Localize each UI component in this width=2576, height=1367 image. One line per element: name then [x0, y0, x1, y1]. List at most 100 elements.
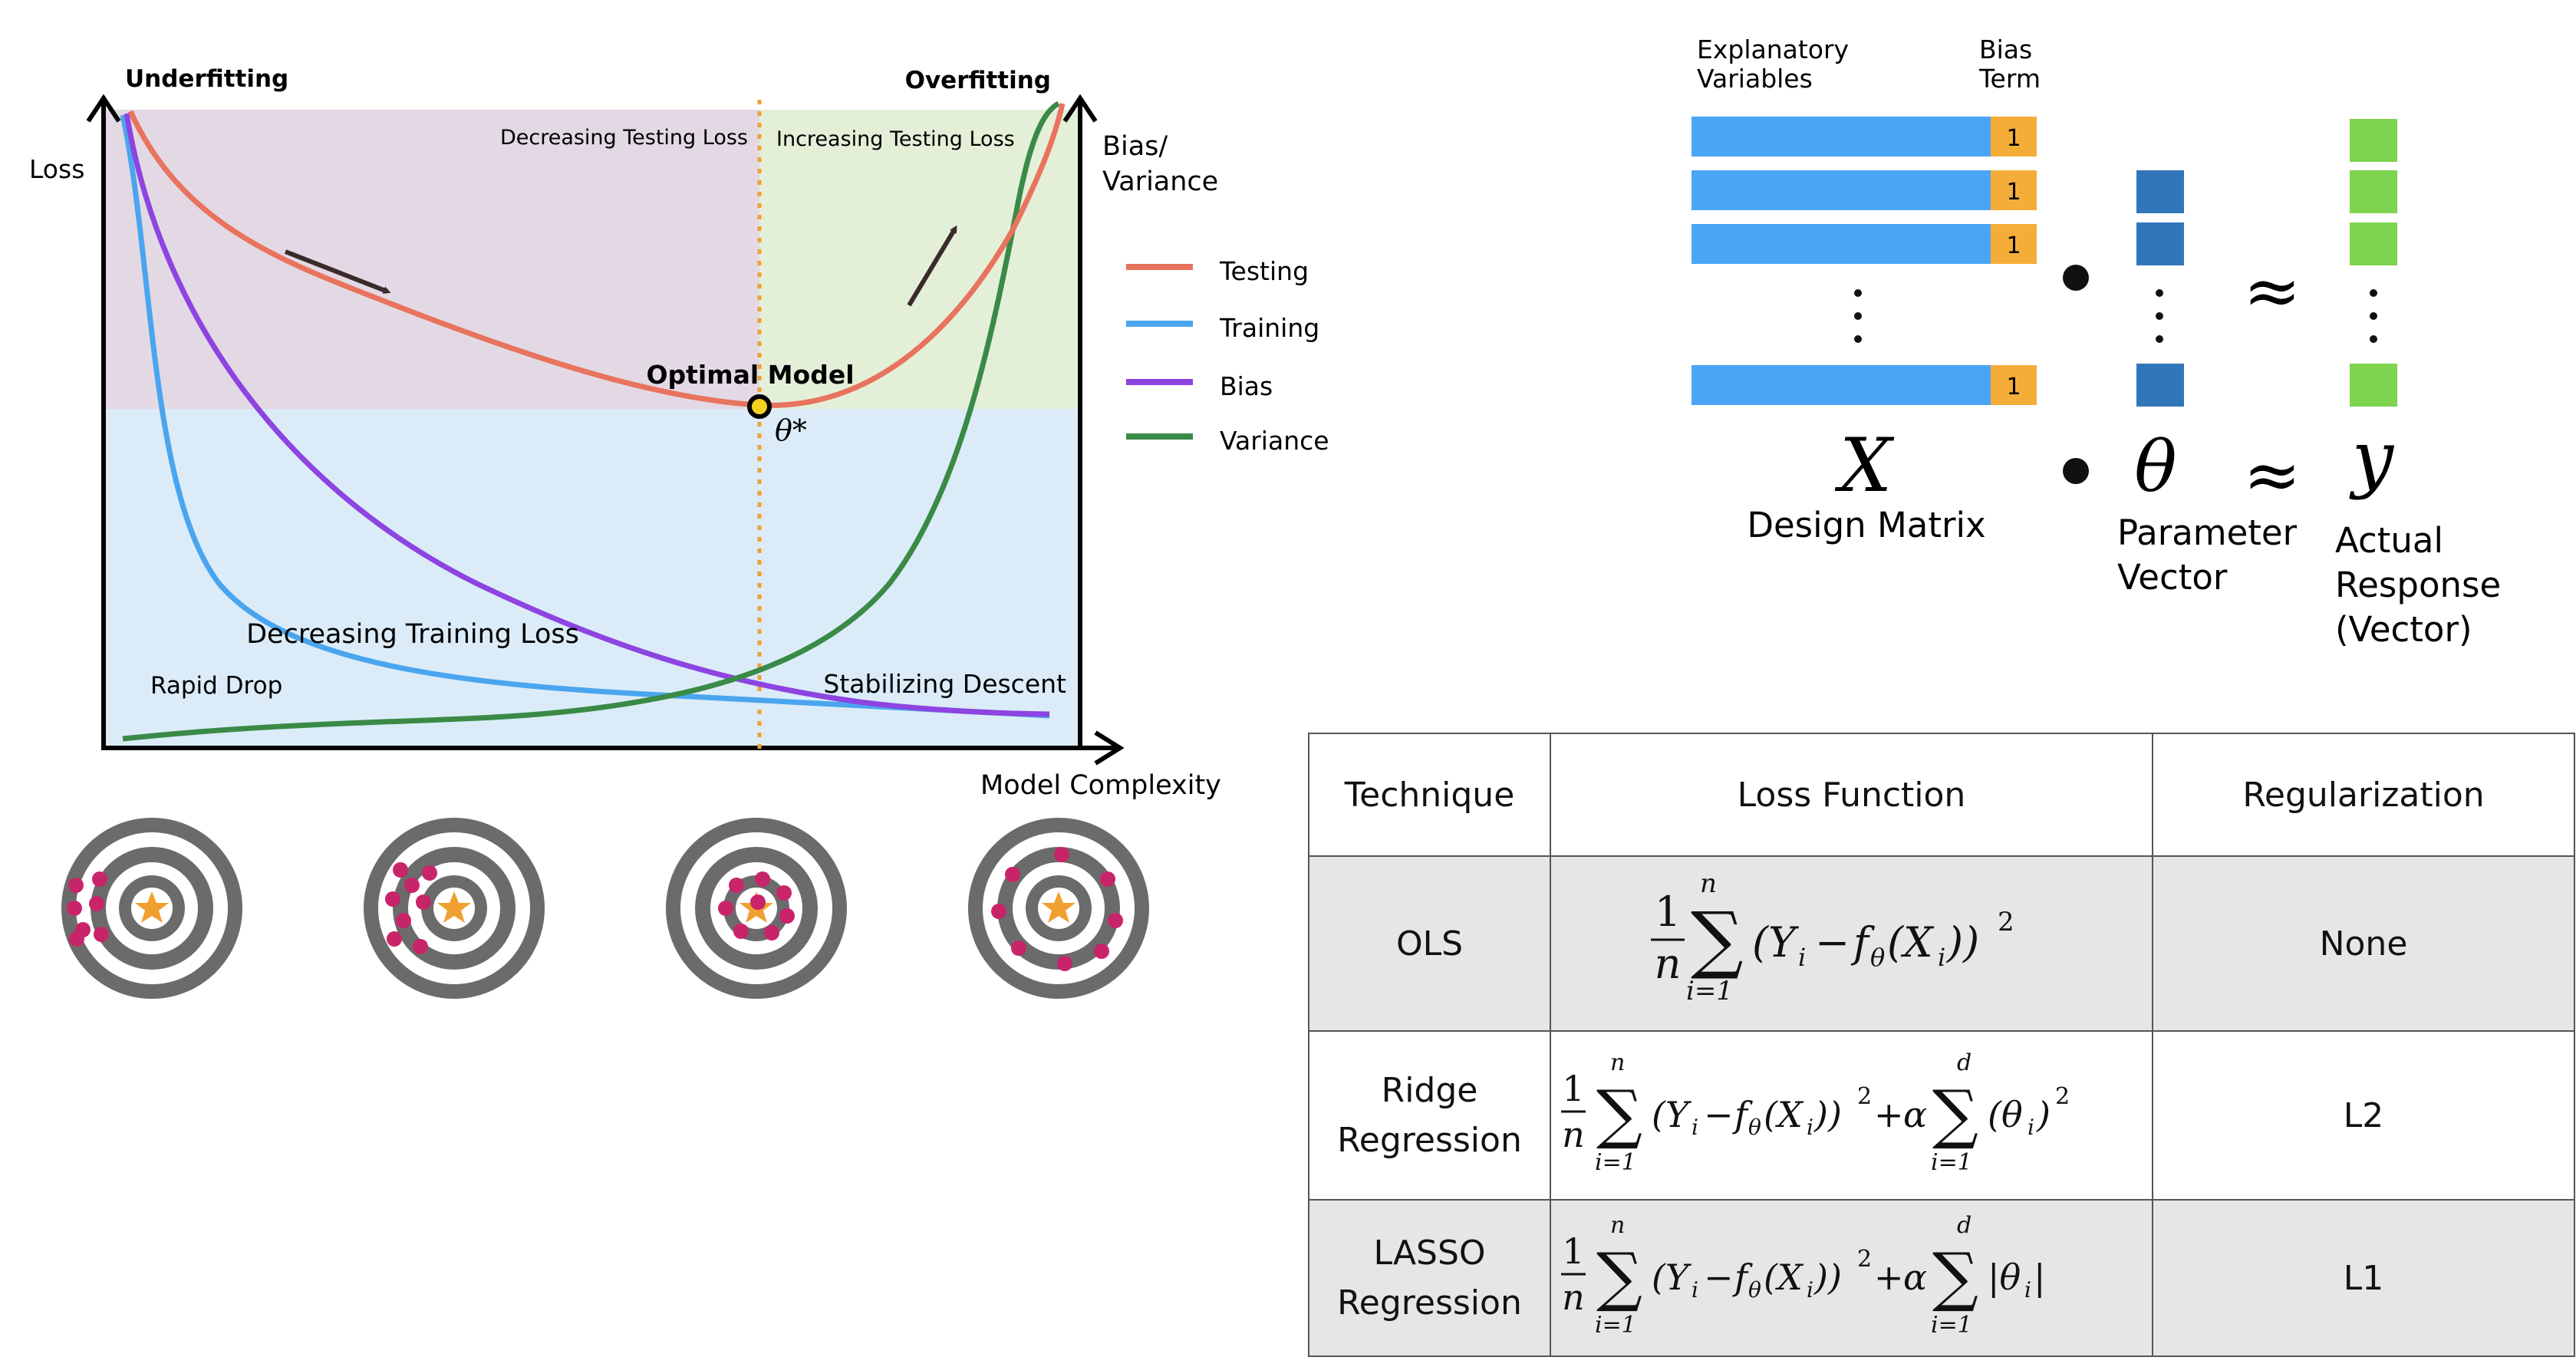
svg-text:(X: (X [1764, 1257, 1804, 1298]
ridge-formula: 1 n n ∑ i=1 (Y i − f θ (X i )) [1560, 1049, 2070, 1176]
svg-text:2: 2 [1998, 907, 2014, 937]
legend-testing-label: Testing [1219, 256, 1309, 286]
table-row-ols: OLS 1 n n ∑ i=1 (Y i − f θ [1308, 855, 2575, 1032]
svg-text:2: 2 [1857, 1246, 1872, 1273]
dartboards [61, 818, 1149, 999]
bg-underfit-region [104, 110, 759, 409]
header-loss-function: Loss Function [1550, 733, 2153, 857]
decreasing-testing-label: Decreasing Testing Loss [500, 126, 748, 150]
svg-text:n: n [1562, 1276, 1585, 1318]
svg-text:1: 1 [1562, 1068, 1584, 1109]
y-axis-left-arrow [86, 94, 121, 123]
regularization-ols: None [2152, 855, 2575, 1032]
increasing-arrow-icon [907, 225, 957, 307]
optimal-point-icon [747, 394, 772, 419]
x-axis-arrow [1094, 730, 1125, 766]
svg-text:)): )) [1813, 1094, 1842, 1135]
svg-text:i: i [2028, 1115, 2034, 1140]
decreasing-training-label: Decreasing Training Loss [246, 619, 579, 650]
loss-formula-ols: 1 n n ∑ i=1 (Y i − f θ (X i )) [1550, 855, 2153, 1032]
svg-text:(X: (X [1887, 918, 1935, 967]
bias-curve [124, 113, 1050, 717]
technique-lasso: LASSO Regression [1308, 1199, 1551, 1357]
approx-operator-top: ≈ [2243, 251, 2301, 331]
y-axis-right-arrow [1062, 94, 1098, 123]
svg-text:n: n [1654, 940, 1681, 988]
svg-text:1: 1 [1654, 888, 1680, 936]
table-row-ridge: Ridge Regression 1 n n ∑ i=1 (Y i − f [1308, 1030, 2575, 1201]
model-complexity-label: Model Complexity [980, 770, 1221, 801]
bias-term-label-1: Bias [1979, 35, 2032, 64]
svg-text:+: + [1874, 1094, 1904, 1135]
bullseye-star-icon [1042, 891, 1076, 923]
dart-hits [718, 871, 795, 940]
technique-ridge: Ridge Regression [1308, 1030, 1551, 1201]
svg-text:2: 2 [2055, 1083, 2070, 1110]
loss-formula-ridge: 1 n n ∑ i=1 (Y i − f θ (X i )) [1550, 1030, 2153, 1201]
svg-text:i: i [1938, 943, 1945, 972]
bias-value-3: 1 [2006, 232, 2021, 259]
svg-text:n: n [1700, 871, 1717, 899]
loss-axis-label: Loss [29, 154, 84, 184]
svg-text:−: − [1704, 1094, 1734, 1135]
x-symbol: X [1834, 423, 1895, 509]
svg-text:i: i [1692, 1277, 1698, 1303]
svg-text:d: d [1957, 1212, 1972, 1239]
loss-formula-lasso: 1 n n ∑ i=1 (Y i − f θ (X i )) [1550, 1199, 2153, 1357]
bias-value-2: 1 [2006, 179, 2021, 206]
dartboard-balanced-left [364, 818, 545, 999]
legend: Testing Training Bias Variance [1126, 256, 1329, 456]
response-label-1: Actual [2335, 520, 2443, 561]
parameter-label-1: Parameter [2117, 512, 2298, 553]
response-label-2: Response [2335, 565, 2501, 605]
svg-text:∑: ∑ [1932, 1239, 1978, 1314]
svg-text:n: n [1610, 1049, 1625, 1076]
dot-operator-icon [2063, 265, 2089, 291]
ellipsis-dots [1854, 289, 2377, 343]
svg-text:∑: ∑ [1932, 1076, 1978, 1151]
svg-text:i: i [1798, 943, 1806, 972]
bias-variance-axis-label-1: Bias/ [1102, 131, 1168, 162]
design-matrix-diagram: Explanatory Variables Bias Term 1 1 1 1 [1692, 35, 2501, 650]
parameter-label-2: Vector [2117, 557, 2228, 598]
stabilizing-descent-label: Stabilizing Descent [823, 669, 1066, 699]
bullseye-star-icon [437, 891, 471, 923]
dartboard-high-variance [968, 818, 1149, 999]
svg-text:(Y: (Y [1652, 1094, 1692, 1135]
loss-function-table: Technique Loss Function Regularization O… [1308, 733, 2575, 1357]
svg-text:θ: θ [1748, 1277, 1761, 1303]
bias-value-1: 1 [2006, 125, 2021, 152]
regularization-lasso: L1 [2152, 1199, 2575, 1357]
svg-text:i=1: i=1 [1686, 976, 1733, 1006]
response-vector-blocks [2350, 119, 2397, 407]
optimal-model-label: Optimal Model [646, 360, 854, 390]
dartboard-optimal [666, 818, 847, 999]
bias-variance-chart: Underfitting Overfitting Loss Bias/ Vari… [29, 65, 1329, 801]
svg-text:∑: ∑ [1596, 1239, 1642, 1314]
increasing-testing-label: Increasing Testing Loss [776, 127, 1015, 151]
regularization-ridge: L2 [2152, 1030, 2575, 1201]
explanatory-label-2: Variables [1697, 64, 1813, 94]
dartboard-high-bias [61, 818, 242, 999]
bias-variance-axis-label-2: Variance [1102, 166, 1218, 197]
svg-text:)): )) [1813, 1257, 1842, 1298]
legend-variance-label: Variance [1220, 426, 1329, 456]
svg-text:θ: θ [1748, 1115, 1761, 1140]
svg-text:): ) [2036, 1094, 2051, 1135]
svg-text:d: d [1957, 1049, 1972, 1076]
svg-text:2: 2 [1857, 1083, 1872, 1110]
svg-text:i=1: i=1 [1931, 1149, 1972, 1176]
svg-text:)): )) [1946, 918, 1979, 967]
svg-text:i: i [1807, 1277, 1813, 1303]
parameter-vector-blocks [2136, 170, 2184, 407]
svg-text:θ: θ [1870, 943, 1885, 972]
svg-text:n: n [1562, 1114, 1585, 1155]
svg-text:∑: ∑ [1596, 1076, 1642, 1151]
svg-text:α: α [1903, 1257, 1927, 1298]
technique-ols: OLS [1308, 855, 1551, 1032]
lasso-formula: 1 n n ∑ i=1 (Y i − f θ (X i )) [1560, 1212, 2045, 1339]
dot-operator-icon-bottom [2063, 458, 2089, 484]
svg-text:i: i [1807, 1115, 1813, 1140]
bullseye-star-icon [135, 891, 169, 923]
